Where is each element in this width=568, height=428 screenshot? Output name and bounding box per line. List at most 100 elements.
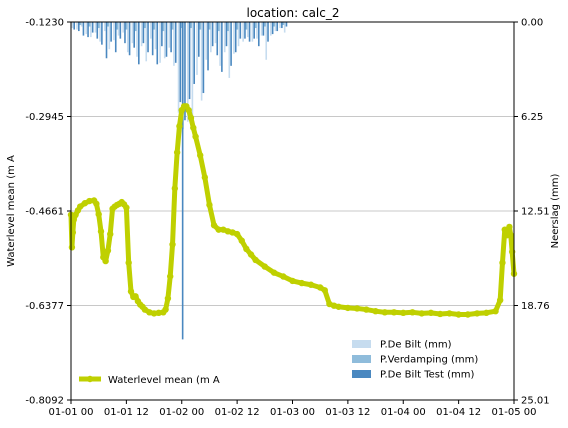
waterlevel-point	[104, 247, 112, 254]
waterlevel-point	[353, 305, 361, 312]
precip-bar	[154, 22, 157, 50]
precip-bar	[211, 22, 214, 47]
waterlevel-point	[132, 293, 139, 300]
waterlevel-point	[164, 295, 172, 302]
precip-bar	[200, 22, 203, 101]
precip-bar	[270, 22, 272, 36]
x-tick-label: 01-01 00	[49, 407, 94, 418]
precip-bar	[108, 22, 111, 50]
waterlevel-point	[70, 216, 77, 223]
precip-bar	[87, 22, 89, 38]
precip-bar	[223, 22, 226, 53]
precip-bar	[125, 22, 128, 30]
precip-bar	[156, 22, 159, 65]
precip-bar	[126, 22, 129, 53]
precip-bar	[283, 22, 286, 33]
waterlevel-point	[483, 309, 490, 317]
precip-bar	[189, 22, 193, 29]
precip-bar	[260, 22, 263, 36]
precip-bar	[188, 22, 191, 100]
precip-bar	[179, 22, 182, 103]
precip-bar	[256, 22, 258, 39]
precip-bar	[198, 22, 200, 57]
waterlevel-point	[496, 296, 504, 304]
waterlevel-series	[67, 103, 518, 318]
x-tick-label: 01-04 00	[381, 407, 426, 418]
precip-bar	[163, 22, 166, 59]
waterlevel-point	[307, 281, 315, 288]
precip-bar	[117, 22, 120, 36]
precip-bar	[234, 22, 237, 53]
y-right-tick-label: 12.51	[521, 207, 550, 218]
precip-bar	[138, 22, 140, 65]
waterlevel-point	[492, 308, 499, 315]
waterlevel-point	[141, 306, 149, 313]
legend-precip-label: P.De Bilt (mm)	[380, 340, 452, 351]
waterlevel-point	[252, 256, 259, 264]
waterlevel-point	[210, 222, 218, 229]
x-tick-label: 01-05 00	[492, 407, 537, 418]
precip-bar	[85, 22, 88, 35]
precip-bar	[173, 22, 175, 66]
precip-bar	[73, 22, 76, 30]
precip-bar	[230, 22, 232, 66]
precip-bar	[116, 22, 119, 30]
waterlevel-point	[123, 204, 130, 211]
precip-bar	[217, 22, 220, 32]
precip-bar	[228, 22, 231, 78]
legend-precip-swatch	[352, 370, 371, 378]
waterlevel-point	[473, 310, 481, 317]
waterlevel-point	[107, 230, 114, 238]
waterlevel-point	[173, 149, 181, 156]
precip-bar	[78, 22, 80, 32]
precip-bar	[202, 22, 205, 94]
precip-bar	[265, 22, 268, 60]
precip-bar	[236, 22, 239, 30]
waterlevel-point	[238, 237, 245, 244]
waterlevel-point	[185, 106, 192, 114]
precip-bar	[159, 22, 161, 63]
legend-waterlevel-label: Waterlevel mean (m A	[108, 375, 220, 386]
precip-bar	[196, 22, 198, 75]
waterlevel-point	[127, 288, 135, 295]
waterlevel-point	[298, 279, 305, 287]
precip-bar	[245, 22, 248, 30]
precip-bar	[142, 22, 145, 44]
precip-bar	[248, 22, 251, 42]
precip-bar	[151, 22, 154, 56]
waterlevel-point	[247, 251, 255, 258]
waterlevel-point	[215, 226, 222, 233]
precip-bar	[226, 22, 229, 32]
precip-bar	[262, 22, 265, 36]
waterlevel-point	[162, 306, 169, 313]
waterlevel-point	[506, 223, 513, 231]
y-axis-label-left: Waterlevel mean (m A	[6, 155, 17, 267]
waterlevel-point	[390, 309, 398, 316]
precip-bar	[150, 22, 152, 39]
waterlevel-point	[206, 201, 213, 209]
y-tick-label: -0.2945	[25, 112, 64, 123]
precip-bar	[103, 22, 106, 32]
waterlevel-point	[68, 244, 76, 251]
precip-bar	[282, 22, 285, 26]
x-tick-label: 01-01 12	[104, 407, 149, 418]
precip-bar	[257, 22, 260, 47]
precip-bar	[91, 22, 94, 33]
precip-bar	[122, 22, 124, 33]
y-tick-label: -0.6377	[25, 301, 64, 312]
precip-bar	[184, 22, 186, 121]
waterlevel-point	[169, 241, 176, 248]
waterlevel-point	[499, 259, 506, 266]
legend-precip-label: P.Verdamping (mm)	[380, 355, 478, 366]
y-tick-label: -0.8092	[25, 396, 64, 407]
waterlevel-point	[501, 226, 508, 233]
x-tick-label: 01-03 00	[270, 407, 315, 418]
waterlevel-point	[381, 309, 388, 316]
waterlevel-point	[176, 122, 183, 130]
waterlevel-point	[507, 231, 514, 239]
x-tick-label: 01-02 12	[215, 407, 260, 418]
precip-bar	[181, 22, 184, 340]
precip-bar	[216, 22, 219, 56]
precip-bar	[105, 22, 108, 59]
precip-bar	[210, 22, 212, 53]
